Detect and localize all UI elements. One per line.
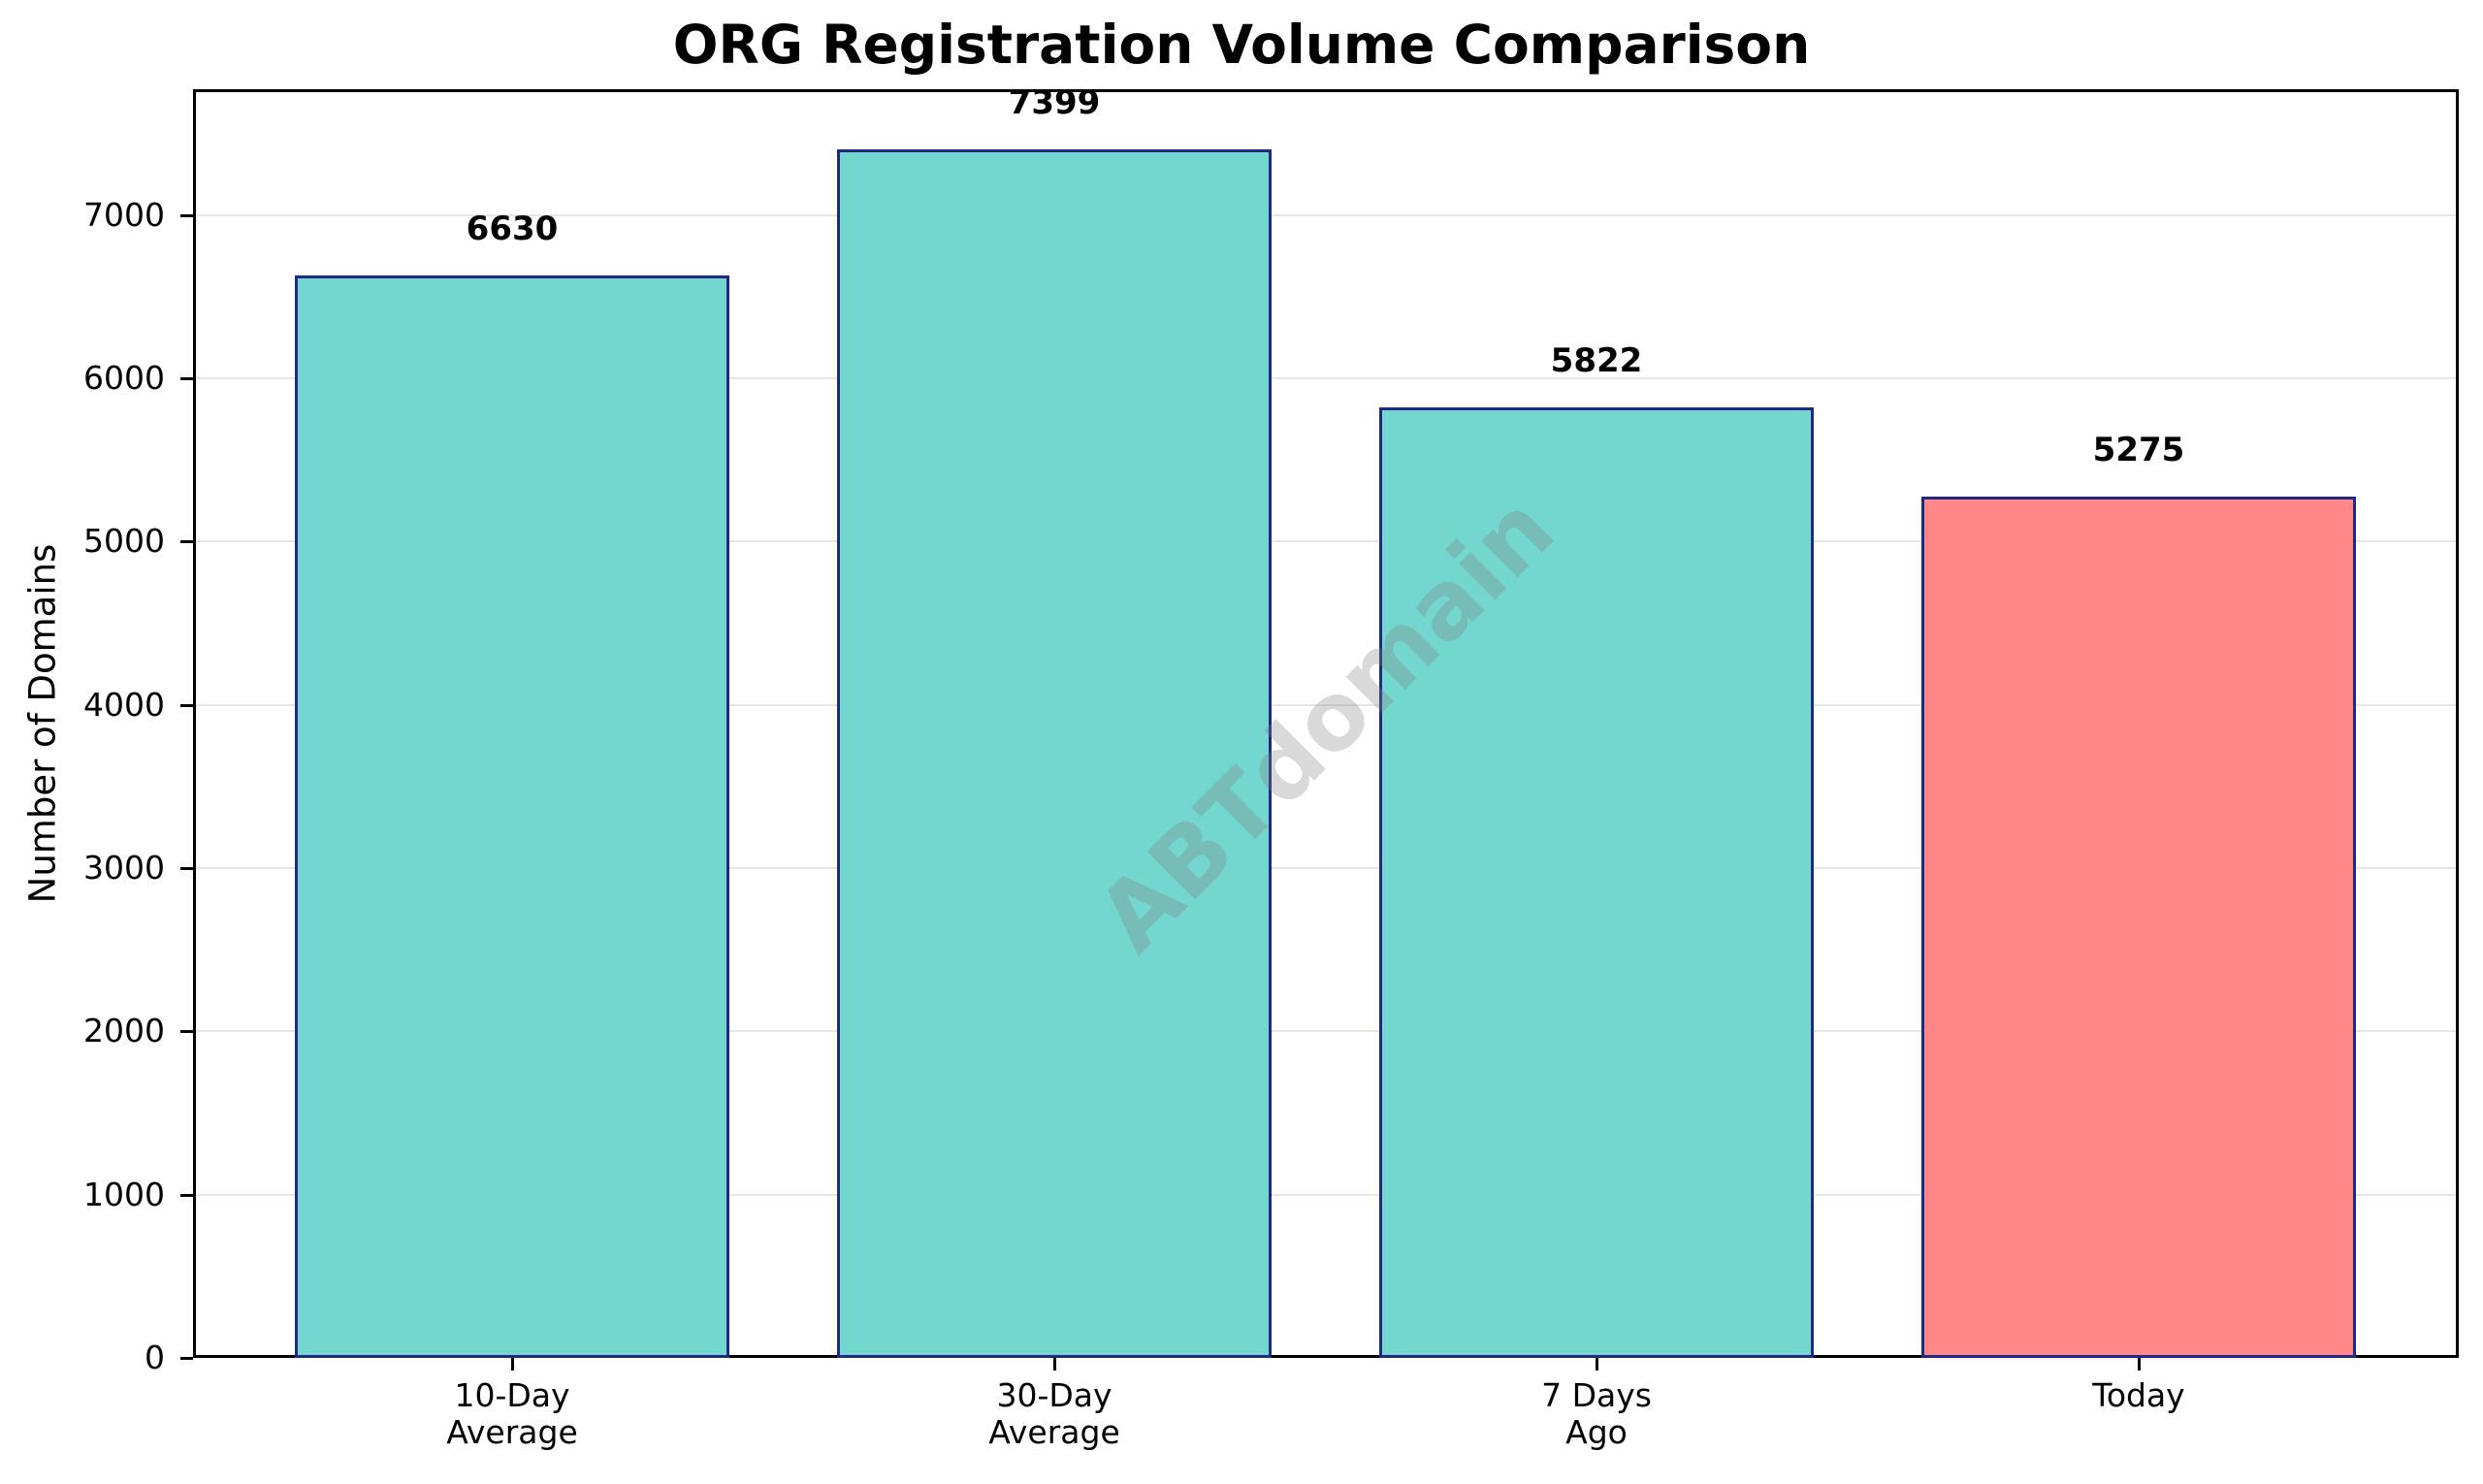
x-tick-label: Today xyxy=(2092,1376,2185,1414)
gridline xyxy=(193,703,2459,706)
y-tick-mark xyxy=(180,1030,193,1034)
y-tick-mark xyxy=(180,376,193,380)
y-tick-label: 3000 xyxy=(83,848,165,887)
y-tick-label: 0 xyxy=(145,1339,165,1376)
bar xyxy=(837,149,1272,1358)
chart-title: ORG Registration Volume Comparison xyxy=(672,14,1811,76)
y-tick-label: 2000 xyxy=(83,1012,165,1050)
y-tick-label: 7000 xyxy=(83,195,165,234)
x-tick-label: 10-Day Average xyxy=(446,1376,578,1451)
plot-area xyxy=(193,89,2459,1358)
x-tick-mark xyxy=(1596,1358,1598,1371)
y-tick-mark xyxy=(180,703,193,707)
x-tick-label: 7 Days Ago xyxy=(1541,1376,1652,1451)
y-tick-label: 4000 xyxy=(83,685,165,724)
x-tick-label: 30-Day Average xyxy=(988,1376,1120,1451)
y-tick-mark xyxy=(180,1357,193,1360)
x-tick-mark xyxy=(511,1358,514,1371)
gridline xyxy=(193,376,2459,379)
x-tick-mark xyxy=(2138,1358,2141,1371)
y-tick-label: 5000 xyxy=(83,522,165,561)
y-tick-mark xyxy=(180,540,193,544)
y-tick-mark xyxy=(180,213,193,217)
bar xyxy=(1379,406,1814,1358)
bar-value-label: 6630 xyxy=(466,209,559,248)
y-tick-label: 6000 xyxy=(83,358,165,397)
bar-value-label: 5275 xyxy=(2092,431,2185,469)
gridline xyxy=(193,1030,2459,1033)
y-tick-mark xyxy=(180,1193,193,1197)
y-tick-mark xyxy=(180,866,193,870)
x-tick-mark xyxy=(1053,1358,1056,1371)
bar xyxy=(295,274,729,1358)
gridline xyxy=(193,866,2459,869)
gridline xyxy=(193,540,2459,543)
bar-value-label: 5822 xyxy=(1550,340,1643,380)
bar-value-label: 7399 xyxy=(1008,83,1101,123)
gridline xyxy=(193,1193,2459,1196)
y-axis-label: Number of Domains xyxy=(21,543,64,904)
gridline xyxy=(193,213,2459,216)
bar xyxy=(1921,497,2356,1358)
y-tick-label: 1000 xyxy=(83,1175,165,1213)
